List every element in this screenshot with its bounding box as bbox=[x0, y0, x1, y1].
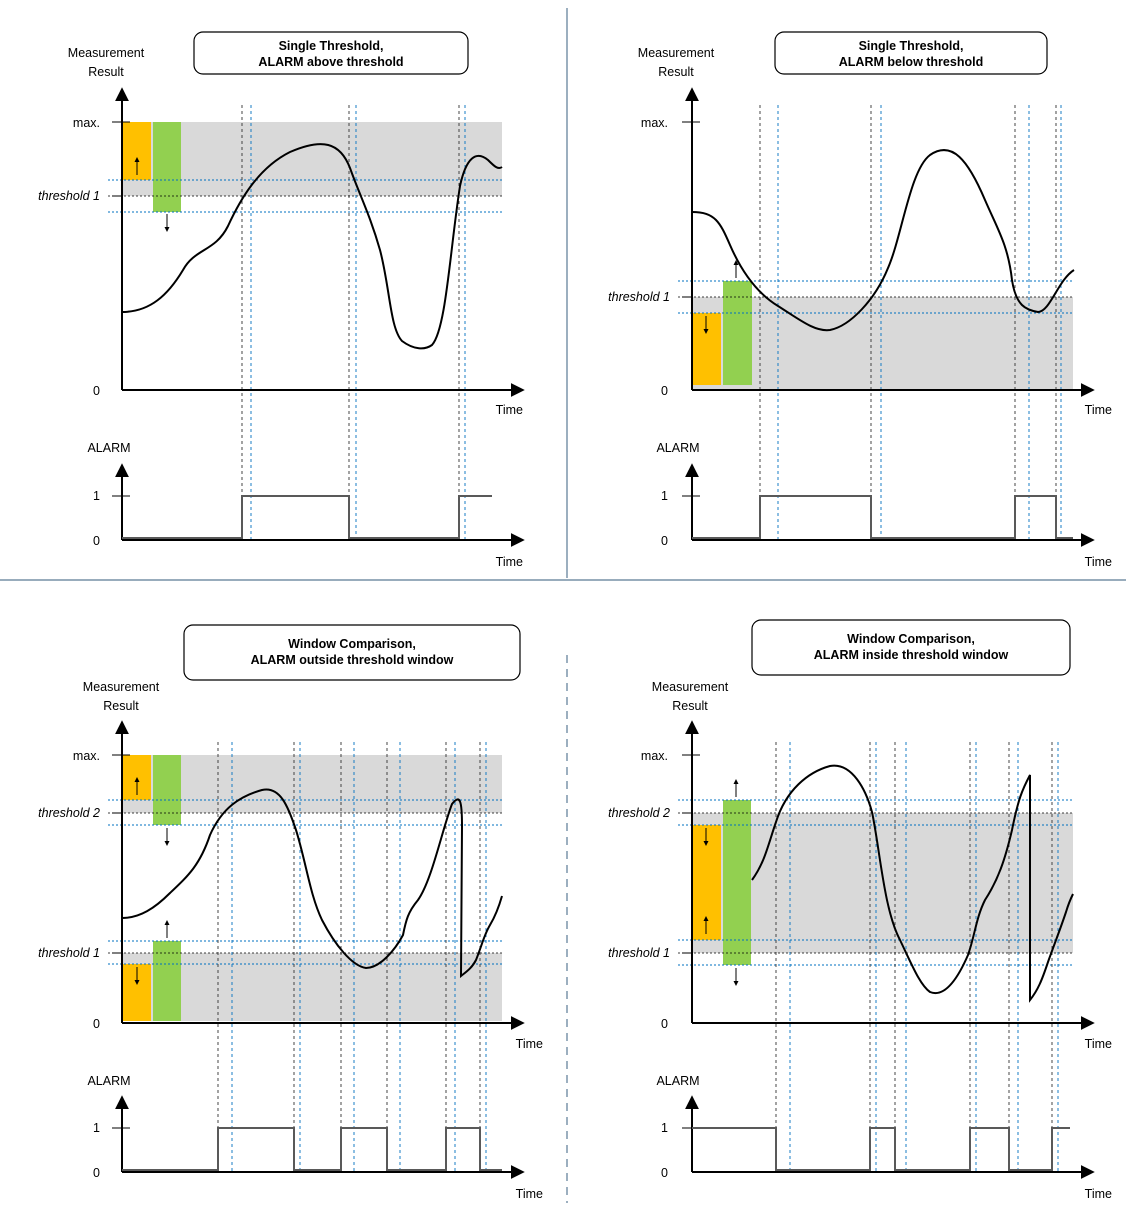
alarm-band-upper bbox=[122, 755, 502, 813]
y-axis-label-2: Result bbox=[672, 699, 708, 713]
y-axis-label-2: Result bbox=[88, 65, 124, 79]
alarm-signal bbox=[122, 1127, 502, 1171]
zero-label: 0 bbox=[661, 1017, 668, 1031]
alarm-label: ALARM bbox=[87, 1074, 130, 1088]
time-label: Time bbox=[1085, 1037, 1112, 1051]
hysteresis-bar-green bbox=[153, 122, 181, 212]
alarm-one-label: 1 bbox=[661, 1121, 668, 1135]
alarm-time-label: Time bbox=[1085, 555, 1112, 569]
threshold-1-label: threshold 1 bbox=[608, 290, 670, 304]
max-label: max. bbox=[641, 749, 668, 763]
alarm-label: ALARM bbox=[656, 441, 699, 455]
title-line-1: Window Comparison, bbox=[288, 637, 416, 651]
title-line-2: ALARM above threshold bbox=[258, 55, 403, 69]
panel-single-below: Single Threshold, ALARM below threshold … bbox=[608, 31, 1112, 569]
title-box bbox=[774, 31, 1048, 75]
event-lines bbox=[759, 105, 1062, 540]
time-label: Time bbox=[516, 1037, 543, 1051]
alarm-one-label: 1 bbox=[93, 1121, 100, 1135]
time-label: Time bbox=[496, 403, 523, 417]
zero-label: 0 bbox=[661, 384, 668, 398]
alarm-signal bbox=[692, 495, 1073, 539]
title-line-1: Window Comparison, bbox=[847, 632, 975, 646]
threshold-2-label: threshold 2 bbox=[608, 806, 670, 820]
y-axis-label-2: Result bbox=[658, 65, 694, 79]
title-box bbox=[751, 619, 1071, 676]
threshold-1-label: threshold 1 bbox=[38, 189, 100, 203]
title-box bbox=[183, 624, 521, 681]
title-line-2: ALARM outside threshold window bbox=[251, 653, 454, 667]
y-axis-label-1: Measurement bbox=[652, 680, 729, 694]
alarm-time-label: Time bbox=[496, 555, 523, 569]
title-box bbox=[193, 31, 469, 75]
zero-label: 0 bbox=[93, 384, 100, 398]
title-line-1: Single Threshold, bbox=[279, 39, 384, 53]
alarm-zero-label: 0 bbox=[661, 534, 668, 548]
measurement-curve bbox=[121, 143, 503, 350]
time-label: Time bbox=[1085, 403, 1112, 417]
hysteresis-bar-green bbox=[723, 281, 752, 385]
alarm-label: ALARM bbox=[656, 1074, 699, 1088]
alarm-signal bbox=[122, 495, 492, 539]
title-line-2: ALARM inside threshold window bbox=[814, 648, 1009, 662]
alarm-zero-label: 0 bbox=[661, 1166, 668, 1180]
hysteresis-bar-green-lower bbox=[153, 941, 181, 1021]
max-label: max. bbox=[73, 116, 100, 130]
threshold-1-label: threshold 1 bbox=[38, 946, 100, 960]
alarm-signal bbox=[692, 1127, 1070, 1171]
y-axis-label-1: Measurement bbox=[68, 46, 145, 60]
alarm-zero-label: 0 bbox=[93, 1166, 100, 1180]
event-lines bbox=[775, 742, 1059, 1172]
alarm-zero-label: 0 bbox=[93, 534, 100, 548]
alarm-one-label: 1 bbox=[661, 489, 668, 503]
zero-label: 0 bbox=[93, 1017, 100, 1031]
threshold-1-label: threshold 1 bbox=[608, 946, 670, 960]
measurement-curve bbox=[691, 149, 1075, 332]
y-axis-label-1: Measurement bbox=[638, 46, 715, 60]
measurement-curve bbox=[121, 788, 503, 979]
threshold-2-label: threshold 2 bbox=[38, 806, 100, 820]
panel-single-above: Single Threshold, ALARM above threshold … bbox=[38, 31, 525, 569]
alarm-band bbox=[122, 122, 502, 196]
alarm-band bbox=[692, 297, 1073, 390]
alarm-time-label: Time bbox=[1085, 1187, 1112, 1201]
alarm-one-label: 1 bbox=[93, 489, 100, 503]
event-lines bbox=[241, 105, 466, 540]
alarm-label: ALARM bbox=[87, 441, 130, 455]
title-line-1: Single Threshold, bbox=[859, 39, 964, 53]
max-label: max. bbox=[73, 749, 100, 763]
panel-window-outside: Window Comparison, ALARM outside thresho… bbox=[38, 624, 543, 1201]
y-axis-label-1: Measurement bbox=[83, 680, 160, 694]
panel-window-inside: Window Comparison, ALARM inside threshol… bbox=[608, 619, 1112, 1201]
hysteresis-bar-green-upper bbox=[153, 755, 181, 825]
alarm-time-label: Time bbox=[516, 1187, 543, 1201]
title-line-2: ALARM below threshold bbox=[839, 55, 983, 69]
measurement-curve bbox=[751, 764, 1074, 1003]
hysteresis-bar-green bbox=[723, 800, 751, 965]
max-label: max. bbox=[641, 116, 668, 130]
y-axis-label-2: Result bbox=[103, 699, 139, 713]
